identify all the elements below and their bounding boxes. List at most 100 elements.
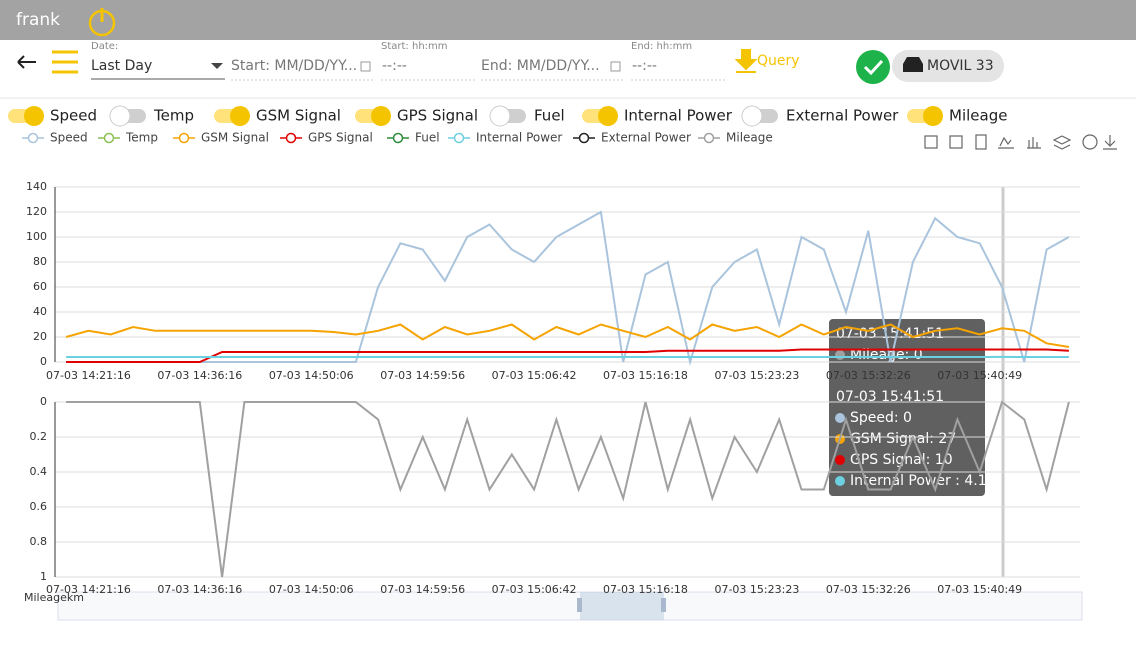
y-tick-label: 100 — [26, 230, 47, 243]
legend-label: Internal Power — [476, 131, 562, 145]
legend-marker — [178, 132, 190, 144]
tooltip-item: GPS Signal: 10 — [850, 452, 953, 468]
x-tick-label: 07-03 15:16:18 — [603, 369, 688, 382]
header-bar — [0, 0, 1136, 40]
x-tick-label: 07-03 15:06:42 — [492, 369, 577, 382]
toggle-knob — [489, 105, 511, 127]
toggle[interactable]: Fuel — [489, 105, 565, 127]
y-tick-label: 1 — [40, 570, 47, 583]
start-time[interactable]: --:-- — [381, 58, 475, 81]
y-tick-label: 60 — [33, 280, 47, 293]
end-date-text: End: MM/DD/YY... — [481, 58, 600, 74]
toggle-label: Fuel — [534, 107, 565, 125]
query-text: Query — [757, 53, 800, 69]
x-tick-label: 07-03 15:06:42 — [492, 583, 577, 596]
x-tick-label: 07-03 15:32:26 — [826, 583, 911, 596]
toggle-knob — [230, 106, 250, 126]
back-button[interactable] — [17, 55, 36, 69]
tooltip-dot — [835, 476, 845, 486]
y-tick-label: 80 — [33, 255, 47, 268]
date-value: Last Day — [91, 58, 152, 74]
legend-marker — [103, 132, 115, 144]
x-tick-label: 07-03 15:23:23 — [714, 369, 799, 382]
toggle-knob — [371, 106, 391, 126]
start-date-text: Start: MM/DD/YY... — [231, 58, 357, 74]
x-tick-label: 07-03 14:50:06 — [269, 369, 354, 382]
toggle[interactable]: GPS Signal — [355, 106, 478, 126]
start-time-label: Start: hh:mm — [381, 41, 448, 52]
x-tick-label: 07-03 14:21:16 — [46, 583, 131, 596]
toggle-label: GPS Signal — [397, 107, 478, 125]
x-tick-label: 07-03 15:40:49 — [937, 369, 1022, 382]
y-tick-label: 0.4 — [30, 465, 48, 478]
tooltip-dot — [835, 350, 845, 360]
toggle-label: Speed — [50, 107, 97, 125]
series-line — [66, 210, 1070, 366]
legend-marker — [285, 132, 297, 144]
toggle-knob — [24, 106, 44, 126]
legend-label: Speed — [50, 131, 88, 145]
legend-label: GPS Signal — [308, 131, 373, 145]
toggle[interactable]: Mileage — [907, 106, 1007, 126]
y-tick-label: 0.2 — [30, 430, 48, 443]
toggle-label: Internal Power — [624, 107, 733, 125]
vehicle-chip[interactable]: MOVIL 33 — [892, 50, 1004, 82]
zoom-slider[interactable] — [57, 591, 1083, 621]
date-select[interactable]: Last Day — [91, 58, 225, 80]
toggle[interactable]: Temp — [109, 105, 194, 127]
start-date[interactable]: Start: MM/DD/YY... — [231, 58, 375, 81]
legend-marker — [392, 132, 404, 144]
toggle-knob — [741, 105, 763, 127]
series-line — [66, 348, 1069, 363]
legend-marker — [703, 132, 715, 144]
power-button[interactable] — [88, 8, 116, 37]
x-tick-label: 07-03 14:21:16 — [46, 369, 131, 382]
x-tick-label: 07-03 14:59:56 — [380, 583, 465, 596]
status-ok — [856, 50, 890, 84]
end-date[interactable]: End: MM/DD/YY... — [481, 58, 625, 81]
y-tick-label: 0 — [40, 355, 47, 368]
y-tick-label: 0.8 — [30, 535, 48, 548]
y-tick-label: 20 — [33, 330, 47, 343]
query-button[interactable]: Query — [734, 49, 800, 73]
x-tick-label: 07-03 15:40:49 — [937, 583, 1022, 596]
end-time[interactable]: --:-- — [631, 58, 725, 81]
tooltip-item: Internal Power : 4.1 — [850, 473, 987, 489]
legend-label: GSM Signal — [201, 131, 269, 145]
toggle[interactable]: Speed — [8, 106, 97, 126]
y-tick-label: 0.6 — [30, 500, 48, 513]
tooltip-dot — [835, 455, 845, 465]
toolbox — [924, 134, 1117, 150]
x-tick-label: 07-03 15:16:18 — [603, 583, 688, 596]
legend-label: Temp — [125, 131, 158, 145]
legend-label: External Power — [601, 131, 691, 145]
legend-label: Fuel — [415, 131, 440, 145]
series-line — [66, 400, 1070, 578]
y-tick-label: 0 — [40, 395, 47, 408]
legend-label: Mileage — [726, 131, 773, 145]
tooltip-item: GSM Signal: 27 — [850, 431, 956, 447]
y-tick-label: 140 — [26, 180, 47, 193]
start-time-text: --:-- — [382, 58, 407, 74]
toggle[interactable]: GSM Signal — [214, 106, 341, 126]
y-tick-label: 120 — [26, 205, 47, 218]
tooltip-dot — [835, 413, 845, 423]
toggle-knob — [598, 106, 618, 126]
toggle[interactable]: Internal Power — [582, 106, 733, 126]
tooltip-item: Speed: 0 — [850, 410, 912, 426]
end-time-label: End: hh:mm — [631, 41, 692, 52]
x-tick-label: 07-03 14:36:16 — [157, 583, 242, 596]
x-tick-label: 07-03 15:23:23 — [714, 583, 799, 596]
x-tick-label: 07-03 15:32:26 — [826, 369, 911, 382]
menu-button[interactable] — [52, 50, 78, 74]
x-tick-label: 07-03 14:50:06 — [269, 583, 354, 596]
toggle-label: Mileage — [949, 107, 1007, 125]
date-label: Date: — [91, 41, 118, 52]
zoom-label: Mileagekm — [24, 591, 84, 604]
toggle[interactable]: External Power — [741, 105, 899, 127]
tooltip-item: Mileage: 0 — [850, 347, 923, 363]
toggle-label: Temp — [153, 107, 194, 125]
end-time-text: --:-- — [632, 58, 657, 74]
